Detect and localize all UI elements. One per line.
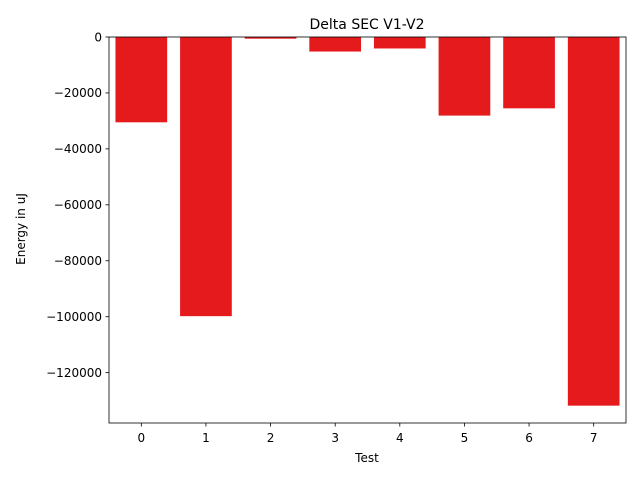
y-tick-label-5: −100000 [46, 310, 102, 324]
plot-frame [108, 36, 627, 424]
x-tick-label-1: 1 [202, 431, 210, 445]
x-tick-label-2: 2 [267, 431, 275, 445]
x-tick-label-0: 0 [137, 431, 145, 445]
bar-6 [503, 37, 555, 109]
y-tick-label-1: −20000 [54, 86, 102, 100]
bar-2 [244, 37, 297, 39]
bar-3 [309, 37, 362, 52]
y-tick-label-2: −40000 [54, 142, 102, 156]
x-tick-label-5: 5 [461, 431, 469, 445]
axes-layer [108, 36, 627, 424]
bar-1 [180, 37, 232, 317]
y-tick-label-6: −120000 [46, 366, 102, 380]
bar-7 [567, 37, 620, 406]
bars-layer [115, 37, 620, 406]
y-axis-label: Energy in uJ [14, 193, 28, 265]
chart-title: Delta SEC V1-V2 [310, 17, 425, 33]
y-tick-label-3: −60000 [54, 198, 102, 212]
bar-5 [438, 37, 491, 116]
ticks-layer: 0 1 2 3 4 5 6 7 0 −20000 −40000 −60000 −80000 −100000… [46, 30, 597, 445]
x-axis-label: Test [354, 451, 379, 465]
bar-0 [115, 37, 168, 123]
y-tick-label-4: −80000 [54, 254, 102, 268]
x-tick-label-4: 4 [396, 431, 404, 445]
x-tick-label-6: 6 [525, 431, 533, 445]
x-tick-label-7: 7 [590, 431, 598, 445]
y-tick-label-0: 0 [94, 30, 102, 44]
x-tick-label-3: 3 [331, 431, 339, 445]
bar-4 [373, 37, 426, 49]
